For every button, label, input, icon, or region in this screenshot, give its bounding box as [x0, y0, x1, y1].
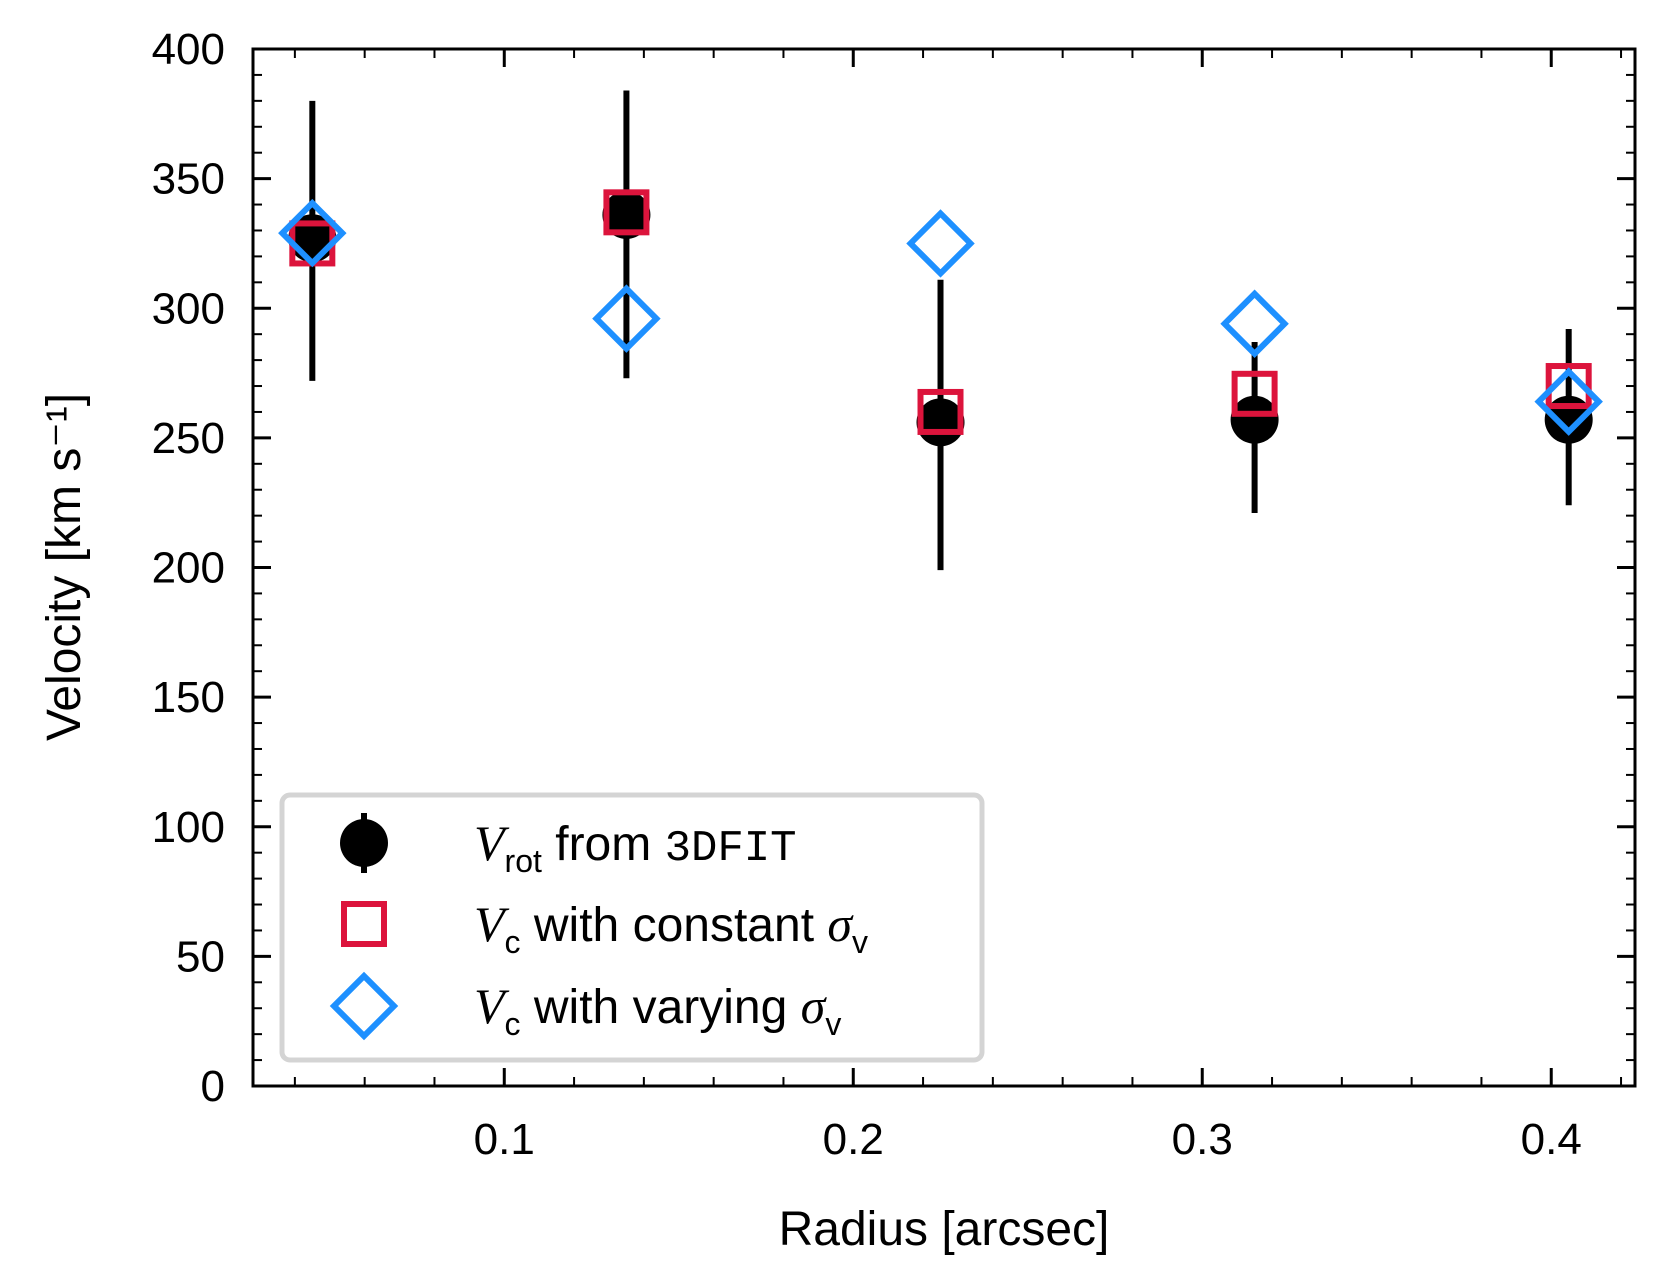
legend-label: Vrot from 3DFIT	[474, 815, 797, 879]
y-tick-label: 400	[152, 25, 225, 74]
x-tick-label: 0.1	[474, 1115, 535, 1164]
y-tick-label: 300	[152, 284, 225, 333]
legend: Vrot from 3DFIT Vc with constant σv Vc wit…	[279, 792, 985, 1063]
vc-varying-point	[906, 209, 975, 278]
legend-marker-circle	[340, 819, 388, 867]
legend-marker-square	[341, 901, 387, 947]
x-tick-label: 0.2	[823, 1115, 884, 1164]
vc-constant-point	[603, 189, 650, 236]
y-tick-label: 250	[152, 414, 225, 463]
y-tick-label: 50	[176, 932, 225, 981]
data-layer	[278, 90, 1603, 571]
y-tick-label: 100	[152, 803, 225, 852]
vc-varying-point	[1534, 367, 1603, 436]
plot-frame	[251, 47, 1637, 1088]
vc-constant-point	[1545, 363, 1592, 410]
vc-varying-point	[1220, 289, 1289, 359]
y-axis-label: Velocity [km s⁻¹]	[38, 393, 91, 741]
vrot-point	[602, 190, 651, 239]
vc-constant-point	[917, 388, 964, 435]
x-axis-label: Radius [arcsec]	[779, 1203, 1110, 1256]
y-tick-label: 150	[152, 673, 225, 722]
y-tick-label: 0	[201, 1062, 225, 1111]
vc-varying-point	[592, 284, 661, 353]
vrot-point	[916, 398, 965, 447]
legend-label: Vc with varying σv	[474, 978, 841, 1042]
y-tick-label: 350	[152, 155, 225, 204]
vc-constant-point	[1231, 370, 1278, 417]
x-tick-label: 0.3	[1172, 1115, 1233, 1164]
vrot-point	[1544, 395, 1593, 444]
legend-label: Vc with constant σv	[474, 896, 868, 960]
legend-marker-diamond	[329, 971, 399, 1041]
ticks-layer: 0 50 100 150 200 250 300 350 400 0.1 0.2 0.3 0.4	[152, 25, 1635, 1164]
x-tick-label: 0.4	[1521, 1115, 1582, 1164]
vrot-point	[1230, 395, 1279, 444]
legend-box	[279, 792, 985, 1063]
vc-varying-point	[278, 198, 347, 268]
y-tick-label: 200	[152, 544, 225, 593]
